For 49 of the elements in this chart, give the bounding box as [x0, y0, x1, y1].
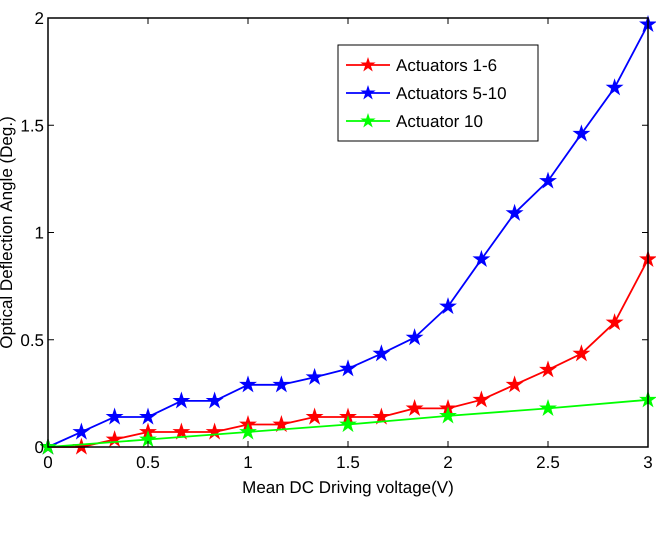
legend-label: Actuators 1-6: [396, 56, 498, 75]
y-tick-label: 1.5: [20, 116, 44, 136]
point: [474, 252, 489, 266]
x-tick-label: 0.5: [136, 453, 160, 472]
point: [174, 393, 189, 408]
point: [107, 409, 122, 424]
point: [507, 205, 522, 220]
legend-label: Actuator 10: [396, 112, 483, 131]
point: [274, 377, 289, 392]
point: [440, 298, 456, 313]
point: [207, 393, 222, 408]
point: [240, 424, 256, 438]
point: [74, 424, 89, 438]
point: [374, 346, 389, 360]
y-tick-label: 1: [34, 224, 44, 242]
point: [540, 173, 556, 188]
point: [140, 432, 156, 446]
y-tick-label: 2: [34, 9, 44, 28]
point: [540, 400, 556, 415]
point: [374, 409, 389, 424]
point: [240, 377, 256, 392]
point: [174, 424, 189, 438]
point: [574, 346, 589, 360]
legend-label: Actuators 5-10: [396, 84, 507, 103]
x-tick-label: 1.5: [336, 453, 360, 472]
x-tick-label: 2: [443, 453, 453, 472]
point: [140, 409, 156, 424]
point: [574, 126, 589, 140]
y-tick-label: 0: [34, 438, 44, 457]
x-tick-label: 1: [243, 453, 253, 472]
point: [440, 408, 456, 422]
point: [540, 362, 556, 376]
point: [340, 416, 356, 431]
x-tick-label: 3: [643, 453, 653, 472]
point: [407, 400, 422, 415]
y-axis-title: Optical Deflection Angle (Deg.): [0, 116, 16, 349]
point: [407, 330, 422, 344]
point: [640, 16, 656, 31]
point: [307, 409, 322, 424]
point: [507, 377, 522, 392]
point: [307, 370, 322, 384]
point: [607, 80, 622, 94]
point: [340, 360, 356, 376]
point: [607, 314, 622, 330]
point: [274, 416, 289, 431]
x-tick-label: 2.5: [536, 453, 560, 472]
y-tick-label: 0.5: [20, 330, 44, 350]
point: [474, 392, 489, 406]
x-axis-title: Mean DC Driving voltage(V): [242, 478, 454, 497]
